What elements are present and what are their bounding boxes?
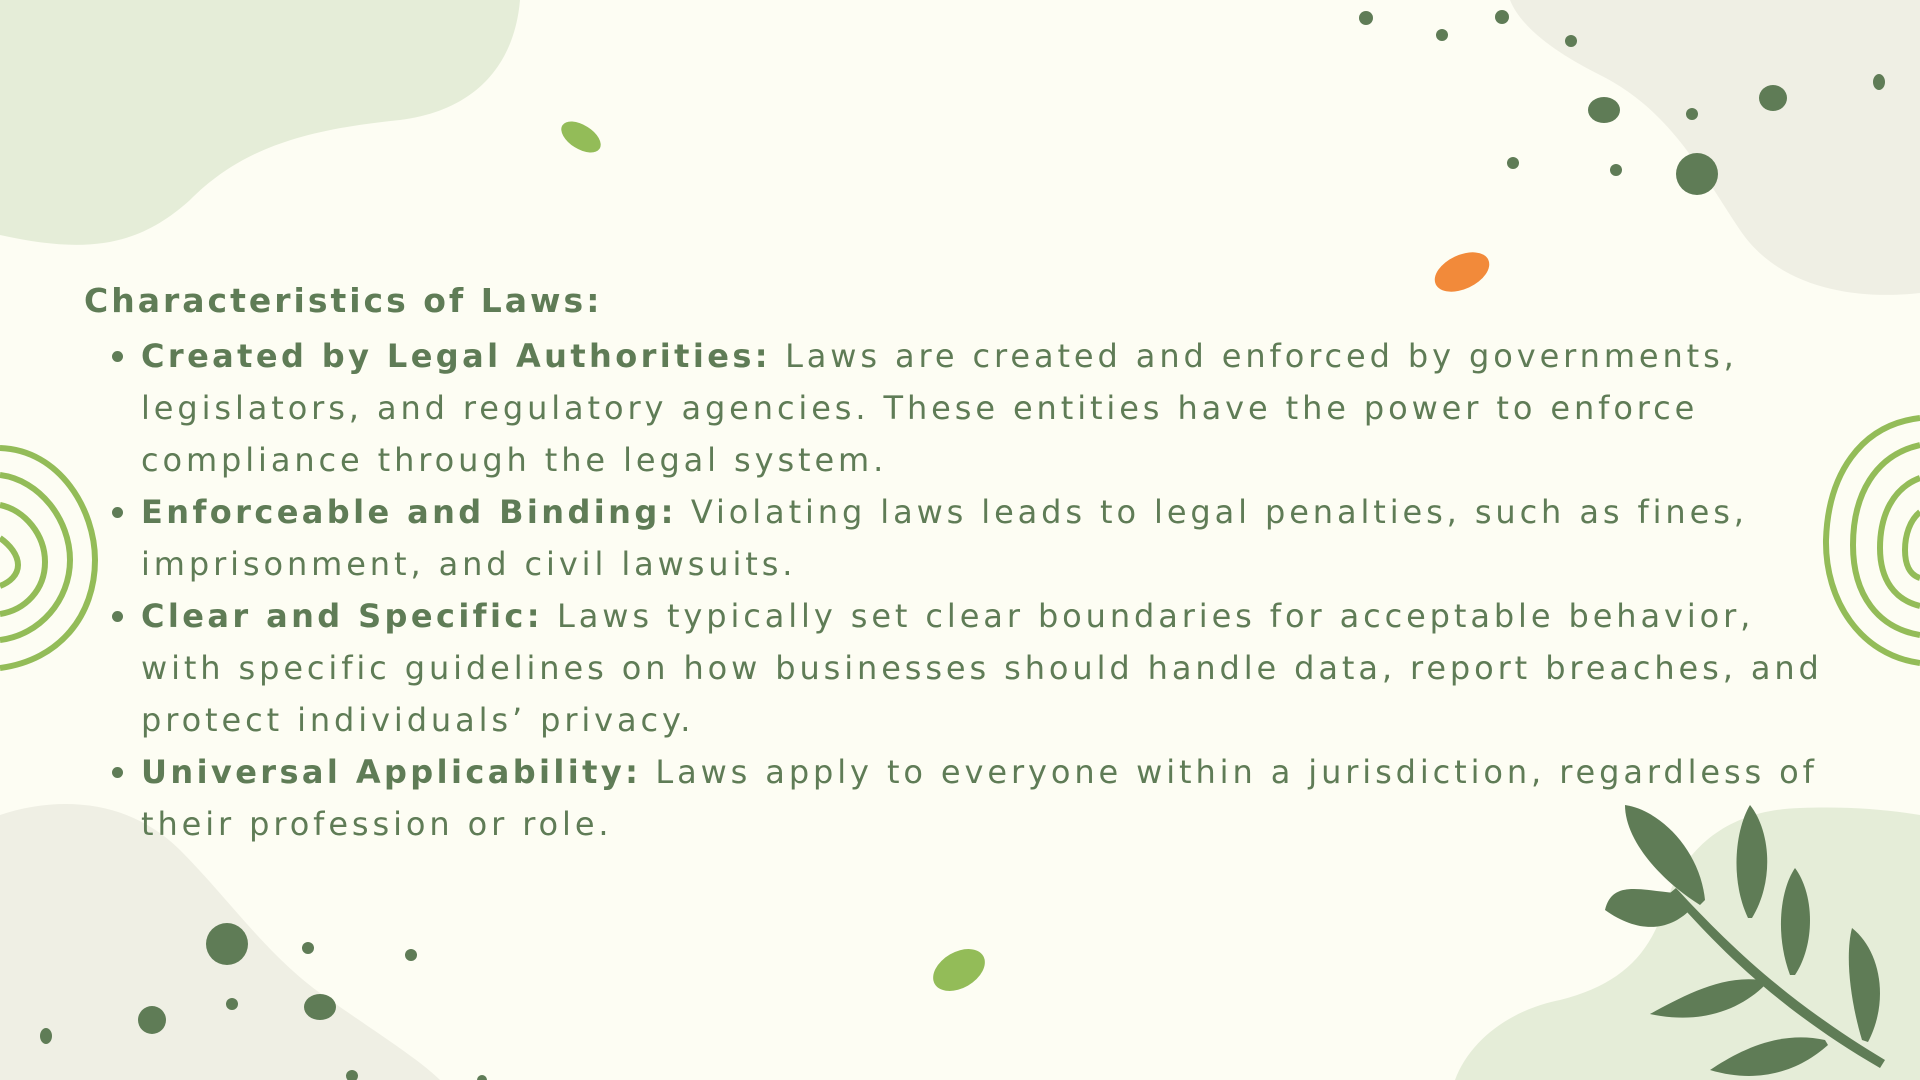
list-item-term: Enforceable and Binding: bbox=[141, 493, 677, 531]
list-item-term: Universal Applicability: bbox=[141, 753, 641, 791]
section-heading: Characteristics of Laws: bbox=[84, 278, 1784, 324]
content-area: Characteristics of Laws: Created by Lega… bbox=[84, 278, 1784, 850]
green-petal-bottom bbox=[926, 940, 992, 999]
list-item: Enforceable and Binding: Violating laws … bbox=[141, 486, 1841, 590]
list-item: Created by Legal Authorities: Laws are c… bbox=[141, 330, 1841, 486]
concentric-rings-left bbox=[0, 448, 95, 668]
characteristics-list: Created by Legal Authorities: Laws are c… bbox=[84, 330, 1784, 850]
list-item-term: Clear and Specific: bbox=[141, 597, 543, 635]
list-item: Universal Applicability: Laws apply to e… bbox=[141, 746, 1841, 850]
list-item: Clear and Specific: Laws typically set c… bbox=[141, 590, 1841, 746]
list-item-term: Created by Legal Authorities: bbox=[141, 337, 771, 375]
blob-top-left bbox=[0, 0, 520, 245]
green-petal-top bbox=[556, 115, 606, 159]
